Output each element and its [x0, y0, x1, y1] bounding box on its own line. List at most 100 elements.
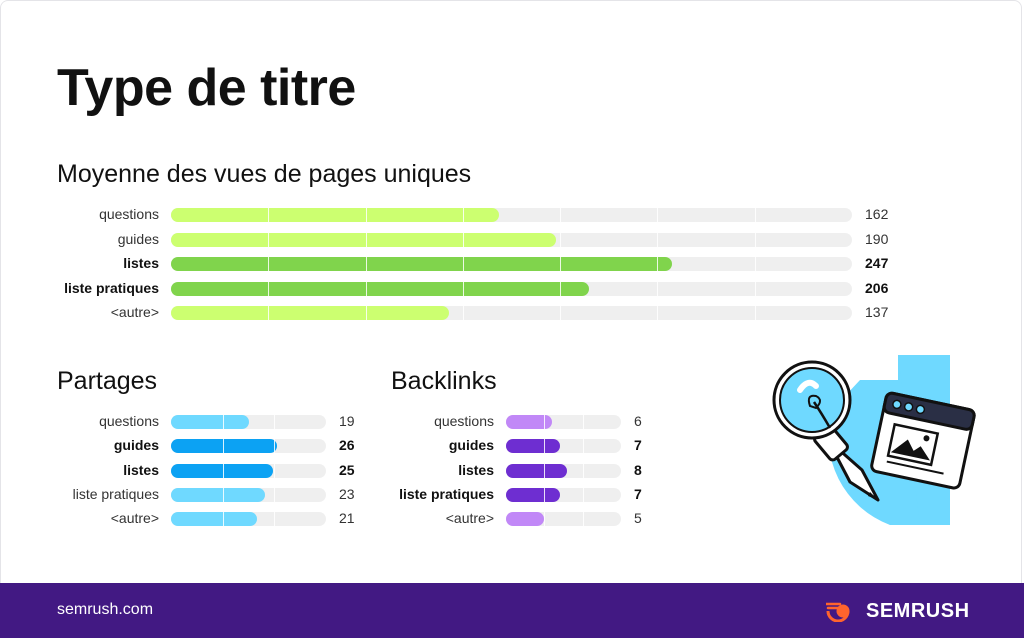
bar-track — [171, 487, 326, 502]
semrush-fire-icon — [826, 602, 850, 622]
gridline — [754, 306, 756, 320]
bar-track — [171, 281, 852, 296]
gridline — [560, 306, 562, 320]
value-label: 19 — [339, 413, 355, 429]
bar — [506, 463, 568, 478]
bar — [171, 281, 589, 296]
gridline — [657, 281, 659, 296]
value-label: 25 — [339, 461, 355, 478]
chart-row: questions 162 — [0, 202, 1024, 226]
category-label: guides — [113, 437, 159, 454]
value-label: 5 — [634, 510, 642, 527]
bar-track — [171, 232, 852, 247]
bar-track — [506, 415, 621, 429]
bar-track — [171, 439, 326, 454]
bar — [506, 487, 560, 502]
bar-track — [171, 208, 852, 222]
gridline — [560, 232, 562, 247]
gridline — [268, 306, 270, 320]
gridline — [544, 415, 546, 429]
chart-row: listes 8 — [0, 458, 720, 482]
value-label: 7 — [634, 485, 642, 502]
gridline — [560, 257, 562, 271]
bar — [171, 439, 278, 454]
gridline — [582, 415, 584, 429]
value-label: 26 — [339, 437, 355, 454]
gridline — [544, 487, 546, 502]
gridline — [582, 463, 584, 478]
value-label: 21 — [339, 510, 355, 527]
gridline — [222, 512, 224, 527]
gridline — [365, 208, 367, 222]
gridline — [462, 306, 464, 320]
bar-track — [171, 257, 852, 271]
bar-track — [506, 487, 621, 502]
gridline — [365, 306, 367, 320]
chart-row: <autre> 21 — [0, 506, 380, 530]
gridline — [268, 257, 270, 271]
value-label: 8 — [634, 461, 642, 478]
category-label: questions — [99, 206, 159, 222]
backlinks-chart: questions 6 guides 7 listes 8 liste pratiques 7… — [0, 409, 720, 534]
bar — [506, 512, 545, 527]
gridline — [268, 208, 270, 222]
category-label: <autre> — [445, 510, 494, 527]
bar — [506, 415, 552, 429]
gridline — [582, 439, 584, 454]
bar — [171, 306, 449, 320]
value-label: 23 — [339, 485, 355, 502]
chart-row: liste pratiques 7 — [0, 482, 720, 506]
gridline — [544, 463, 546, 478]
gridline — [657, 306, 659, 320]
bar — [171, 487, 265, 502]
category-label: liste pratiques — [64, 279, 159, 296]
category-label: guides — [448, 437, 494, 454]
bar-track — [506, 439, 621, 454]
chart-row: questions 19 — [0, 409, 380, 433]
chart-row: liste pratiques 206 — [0, 276, 1024, 300]
value-label: 206 — [865, 279, 889, 296]
gridline — [274, 512, 276, 527]
bar-track — [171, 306, 852, 320]
gridline — [274, 415, 276, 429]
gridline — [560, 281, 562, 296]
bar — [171, 257, 672, 271]
gridline — [222, 415, 224, 429]
gridline — [754, 257, 756, 271]
gridline — [657, 257, 659, 271]
chart-title-views: Moyenne des vues de pages uniques — [57, 160, 472, 188]
chart-row: listes 247 — [0, 251, 1024, 275]
gridline — [462, 208, 464, 222]
gridline — [544, 439, 546, 454]
chart-row: liste pratiques 23 — [0, 482, 380, 506]
gridline — [582, 487, 584, 502]
gridline — [462, 281, 464, 296]
brand-logo: SEMRUSH — [826, 598, 970, 624]
gridline — [657, 232, 659, 247]
bar — [171, 232, 557, 247]
gridline — [274, 487, 276, 502]
gridline — [365, 257, 367, 271]
bar-track — [171, 415, 326, 429]
bar-track — [506, 512, 621, 527]
gridline — [365, 281, 367, 296]
gridline — [462, 232, 464, 247]
category-label: liste pratiques — [399, 485, 494, 502]
category-label: <autre> — [110, 510, 159, 527]
value-label: 247 — [865, 255, 889, 271]
gridline — [274, 439, 276, 454]
gridline — [754, 208, 756, 222]
category-label: liste pratiques — [72, 485, 159, 502]
chart-row: listes 25 — [0, 458, 380, 482]
gridline — [462, 257, 464, 271]
brand-name: SEMRUSH — [866, 599, 970, 622]
bar-track — [506, 463, 621, 478]
gridline — [268, 232, 270, 247]
gridline — [544, 512, 546, 527]
chart-title-backlinks: Backlinks — [391, 367, 497, 395]
footer-url[interactable]: semrush.com — [57, 601, 154, 618]
category-label: <autre> — [110, 304, 159, 320]
category-label: listes — [458, 461, 494, 478]
gridline — [274, 463, 276, 478]
value-label: 190 — [865, 230, 889, 247]
